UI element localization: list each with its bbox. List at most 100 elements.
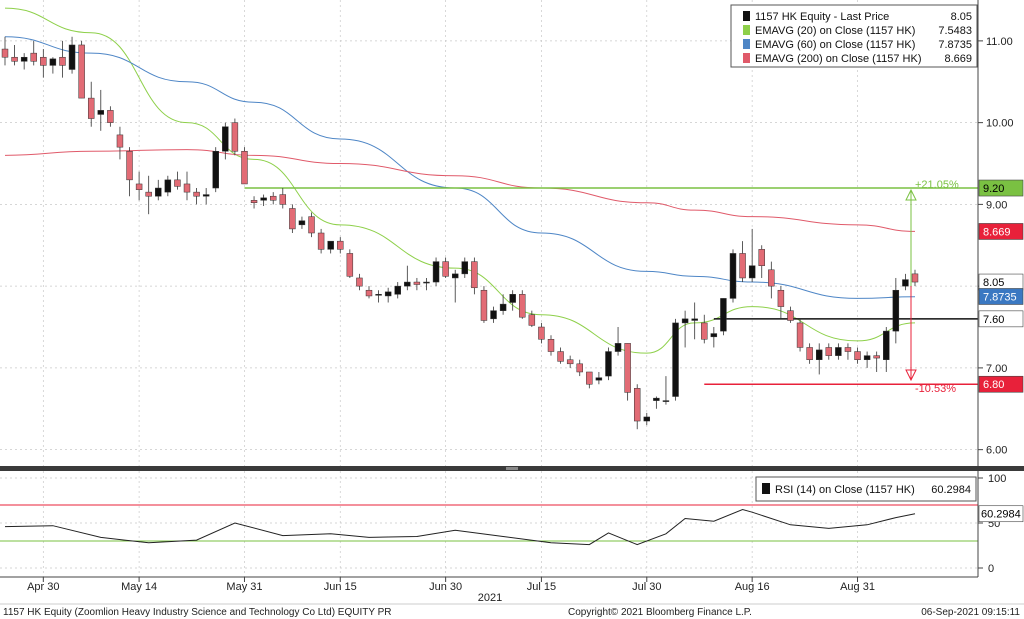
candle-body-up bbox=[681, 318, 689, 324]
candle bbox=[748, 228, 756, 283]
price-tick-label: 10.00 bbox=[986, 118, 1014, 130]
candle bbox=[701, 314, 708, 344]
candle bbox=[614, 327, 622, 356]
candle-body-down bbox=[365, 289, 373, 297]
candle bbox=[844, 343, 852, 360]
candle bbox=[605, 347, 612, 381]
candle bbox=[691, 302, 698, 340]
candle bbox=[183, 171, 191, 201]
candle-body-down bbox=[250, 200, 258, 204]
candle bbox=[653, 396, 660, 409]
candle bbox=[413, 277, 421, 291]
candle bbox=[394, 282, 401, 299]
candle bbox=[279, 188, 287, 209]
legend-value: 8.669 bbox=[944, 53, 972, 65]
candle bbox=[202, 188, 210, 205]
candle bbox=[231, 118, 239, 156]
candle-body-up bbox=[260, 197, 267, 201]
candle bbox=[815, 343, 823, 375]
candle bbox=[193, 188, 200, 205]
candle-body-up bbox=[451, 273, 459, 279]
candle-body-down bbox=[576, 363, 583, 373]
candle-body-up bbox=[375, 294, 382, 296]
time-tick-label: Aug 16 bbox=[735, 581, 770, 593]
range-arrows: +21.05% -10.53% bbox=[905, 179, 959, 395]
candle bbox=[1, 36, 9, 66]
price-tick-label: 9.00 bbox=[986, 199, 1007, 211]
rsi-tag: 60.2984 bbox=[978, 505, 1024, 523]
candle bbox=[289, 204, 296, 233]
down-arrow-head bbox=[905, 369, 917, 382]
candle-body-up bbox=[509, 294, 516, 303]
candle bbox=[528, 310, 536, 328]
candle bbox=[576, 359, 583, 377]
price-tag-label: 6.80 bbox=[983, 379, 1004, 391]
candle bbox=[384, 287, 392, 303]
candle bbox=[11, 44, 18, 66]
candle bbox=[442, 257, 449, 278]
candle bbox=[20, 53, 28, 70]
candle bbox=[768, 261, 775, 299]
time-tick-label: Apr 30 bbox=[27, 581, 59, 593]
candle bbox=[902, 273, 909, 291]
candle-body-down bbox=[768, 269, 775, 287]
candle-body-down bbox=[337, 240, 344, 250]
footer-copyright: Copyright© 2021 Bloomberg Finance L.P. bbox=[568, 607, 752, 618]
candle-body-up bbox=[729, 253, 737, 299]
candle bbox=[633, 384, 641, 430]
price-tag-9.20 bbox=[978, 179, 1024, 197]
time-tick-label: Jun 30 bbox=[429, 581, 462, 593]
panel-divider-handle[interactable] bbox=[506, 467, 518, 470]
candle-body-up bbox=[672, 322, 679, 397]
candle bbox=[432, 257, 440, 287]
candle-body-down bbox=[11, 56, 18, 62]
candle bbox=[835, 343, 842, 360]
legend-label: 1157 HK Equity - Last Price bbox=[755, 11, 889, 23]
time-tick-label: May 14 bbox=[121, 581, 157, 593]
legend-value: 8.05 bbox=[951, 11, 972, 23]
candle-body-up bbox=[164, 179, 172, 193]
candle bbox=[250, 196, 258, 209]
candle-body-up bbox=[49, 58, 57, 66]
candle-body-up bbox=[863, 355, 871, 360]
candle-body-down bbox=[1, 48, 9, 58]
candle bbox=[298, 216, 306, 229]
legend-label: EMAVG (200) on Close (1157 HK) bbox=[755, 53, 922, 65]
candle-body-up bbox=[97, 110, 105, 115]
candle bbox=[423, 277, 430, 291]
candle bbox=[729, 249, 737, 303]
candle-body-up bbox=[815, 349, 823, 360]
candle-body-up bbox=[595, 377, 603, 381]
candle bbox=[739, 241, 746, 283]
candle-body-up bbox=[902, 279, 909, 287]
candle-body-down bbox=[586, 371, 593, 385]
candle-body-up bbox=[212, 150, 219, 189]
candle-body-up bbox=[710, 333, 718, 338]
rsi-value-tag bbox=[978, 505, 1024, 523]
candle bbox=[78, 40, 85, 99]
footer-security: 1157 HK Equity (Zoomlion Heavy Industry … bbox=[3, 607, 392, 618]
candle-body-down bbox=[183, 183, 191, 193]
candle bbox=[681, 310, 689, 348]
time-tick-label: Jul 15 bbox=[527, 581, 556, 593]
candle bbox=[145, 175, 152, 215]
candle bbox=[480, 286, 488, 323]
candle-body-up bbox=[461, 261, 469, 275]
legend-main[interactable]: 1157 HK Equity - Last Price 8.05 EMAVG (20… bbox=[730, 4, 978, 68]
candle bbox=[566, 355, 574, 368]
candle-body-down bbox=[806, 347, 813, 360]
legend-rsi[interactable]: RSI (14) on Close (1157 HK) 60.2984 bbox=[755, 476, 977, 502]
legend-rsi-label: RSI (14) on Close (1157 HK) bbox=[775, 484, 915, 496]
candle bbox=[787, 306, 794, 323]
candle bbox=[269, 192, 277, 205]
candle-body-down bbox=[78, 44, 85, 99]
rsi-reference-lines bbox=[0, 504, 978, 542]
price-tag-label: 9.20 bbox=[983, 183, 1004, 195]
candles bbox=[1, 36, 919, 430]
candle bbox=[538, 322, 545, 344]
legend-label: EMAVG (60) on Close (1157 HK) bbox=[755, 39, 915, 51]
candle-body-down bbox=[279, 194, 287, 205]
time-tick-label: Aug 31 bbox=[840, 581, 875, 593]
candle bbox=[911, 269, 919, 287]
